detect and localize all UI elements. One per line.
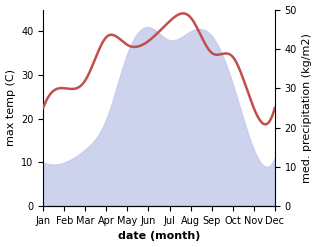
X-axis label: date (month): date (month): [118, 231, 200, 242]
Y-axis label: max temp (C): max temp (C): [5, 69, 16, 146]
Y-axis label: med. precipitation (kg/m2): med. precipitation (kg/m2): [302, 33, 313, 183]
